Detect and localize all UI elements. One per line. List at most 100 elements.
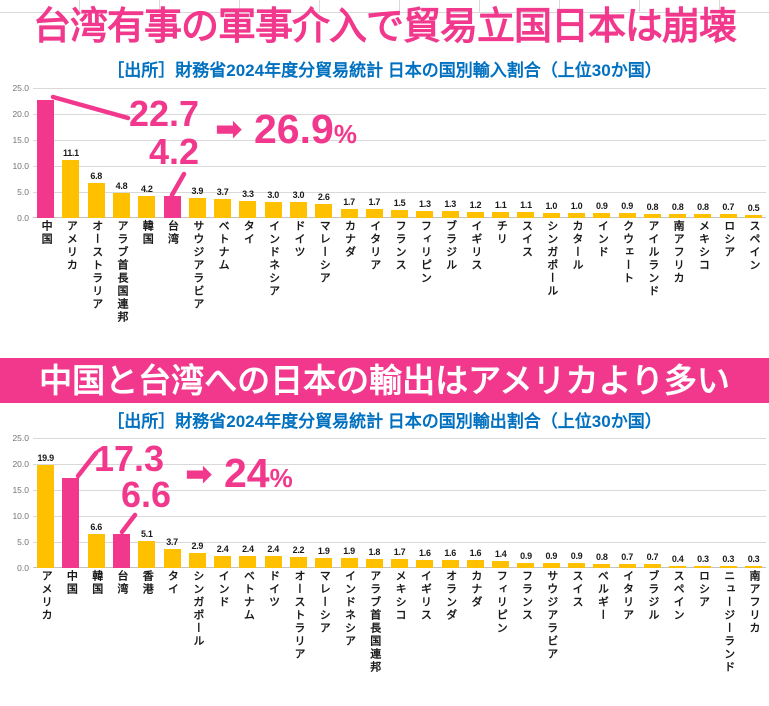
bar-column: 0.4	[665, 438, 690, 568]
bar-column: 1.1	[488, 88, 513, 218]
bar-column: 1.9	[336, 438, 361, 568]
bar-value-label: 0.3	[722, 554, 735, 565]
category-label: ドイツ	[292, 220, 305, 259]
bar-台湾	[112, 533, 130, 568]
category-label: フィリピン	[419, 220, 432, 285]
bar-アラブ首長国連邦	[112, 193, 130, 218]
bar-インドネシア	[340, 558, 358, 568]
y-axis-tick-label: 15.0	[12, 485, 29, 495]
category-label: インドネシア	[267, 220, 280, 298]
category-column: メキシコ	[690, 220, 715, 358]
category-label: 韓国	[141, 220, 154, 246]
import-category-labels: 中国 アメリカ オーストラリア アラブ首長国連邦 韓国 台湾 サウジアラビア ベトナム タイ イン…	[33, 220, 766, 358]
bar-シンガポール	[542, 212, 560, 218]
export-chart-source-title: ［出所］財務省2024年度分貿易統計 日本の国別輸出割合（上位30か国）	[107, 412, 662, 431]
bar-ロシア	[719, 214, 737, 218]
bar-value-label: 1.1	[520, 200, 532, 211]
bar-column: 1.9	[311, 438, 336, 568]
category-column: 韓国	[84, 570, 109, 706]
bar-column: 0.9	[539, 438, 564, 568]
bar-サウジアラビア	[188, 197, 206, 218]
category-label: スイス	[520, 220, 533, 259]
bar-column: 2.4	[235, 438, 260, 568]
category-column: ベルギー	[589, 570, 614, 706]
category-label: 台湾	[166, 220, 179, 246]
bar-value-label: 1.0	[570, 200, 583, 211]
bar-value-label: 1.8	[368, 546, 381, 557]
category-label: ブラジル	[444, 220, 457, 272]
bar-value-label: 5.1	[140, 529, 153, 540]
bar-value-label: 0.9	[596, 201, 608, 212]
bar-value-label: 6.8	[90, 170, 103, 181]
category-label: スペイン	[748, 220, 761, 272]
bar-value-label: 1.4	[494, 548, 507, 559]
category-column: スペイン	[741, 220, 766, 358]
category-label: マレーシア	[318, 570, 331, 635]
bar-column: 0.9	[513, 438, 538, 568]
category-column: 中国	[33, 220, 58, 358]
category-label: インド	[596, 220, 609, 259]
bar-column: 0.3	[716, 438, 741, 568]
callout-lines	[50, 94, 187, 198]
bar-アメリカ	[62, 160, 80, 218]
category-column: シンガポール	[539, 220, 564, 358]
bar-value-label: 0.9	[545, 551, 558, 562]
category-column: カナダ	[463, 570, 488, 706]
gridline	[33, 516, 766, 517]
category-label: イタリア	[368, 220, 381, 272]
bar-column: 3.0	[261, 88, 286, 218]
bar-column: 1.0	[539, 88, 564, 218]
bar-value-label: 0.9	[570, 551, 583, 562]
category-label: シンガポール	[545, 220, 558, 298]
category-column: チリ	[488, 220, 513, 358]
bar-マレーシア	[315, 558, 333, 568]
bar-value-label: 2.2	[292, 544, 305, 555]
bar-value-label: 0.4	[671, 553, 684, 564]
bar-アイルランド	[643, 213, 661, 218]
y-axis-tick-label: 25.0	[12, 83, 29, 93]
bar-value-label: 1.3	[444, 199, 456, 210]
category-column: インド	[589, 220, 614, 358]
bar-column: 2.4	[261, 438, 286, 568]
y-axis-tick-label: 20.0	[12, 109, 29, 119]
bar-value-label: 3.9	[191, 185, 204, 196]
bar-value-label: 0.7	[722, 202, 735, 213]
export-headline: 中国と台湾への日本の輸出はアメリカより多い	[0, 358, 769, 403]
bar-column: 2.9	[185, 438, 210, 568]
bar-column: 0.7	[640, 438, 665, 568]
import-headline: 台湾有事の軍事介入で貿易立国日本は崩壊	[32, 6, 737, 48]
category-label: ニュージーランド	[722, 570, 735, 674]
category-column: イギリス	[463, 220, 488, 358]
gridline	[33, 542, 766, 543]
y-axis-tick-label: 10.0	[12, 511, 29, 521]
export-plot-area: 19.9 6.6 5.1 3.7 2.9 2.4 2.4 2.4 2.2 1.9 1.9 1.8 1.7…	[12, 433, 766, 573]
bar-column: 0.8	[640, 88, 665, 218]
bar-イギリス	[466, 211, 484, 218]
category-label: イギリス	[469, 220, 482, 272]
bar-ベルギー	[593, 563, 611, 568]
bar-value-label: 6.6	[90, 521, 103, 532]
category-column: スイス	[513, 220, 538, 358]
category-label: チリ	[495, 220, 508, 246]
spreadsheet-gridlines	[0, 0, 769, 13]
y-axis-tick-label: 25.0	[12, 433, 29, 443]
bar-value-label: 0.5	[747, 203, 760, 214]
category-column: アメリカ	[33, 570, 58, 706]
bar-value-label: 1.5	[393, 198, 406, 209]
category-column: ブラジル	[438, 220, 463, 358]
bar-value-label: 11.1	[63, 148, 79, 159]
category-column: インドネシア	[261, 220, 286, 358]
bar-インド	[214, 555, 232, 568]
bar-value-label: 0.7	[621, 552, 633, 563]
bar-イタリア	[618, 564, 636, 568]
category-label: フランス	[520, 570, 533, 622]
bar-column: 1.3	[438, 88, 463, 218]
bar-タイ	[239, 200, 257, 218]
category-column: 中国	[58, 570, 83, 706]
bar-value-label: 2.6	[317, 192, 330, 203]
gridline	[33, 88, 766, 89]
category-label: ロシア	[722, 220, 735, 259]
category-column: サウジアラビア	[185, 220, 210, 358]
bar-スイス	[517, 212, 535, 218]
category-column: サウジアラビア	[539, 570, 564, 706]
